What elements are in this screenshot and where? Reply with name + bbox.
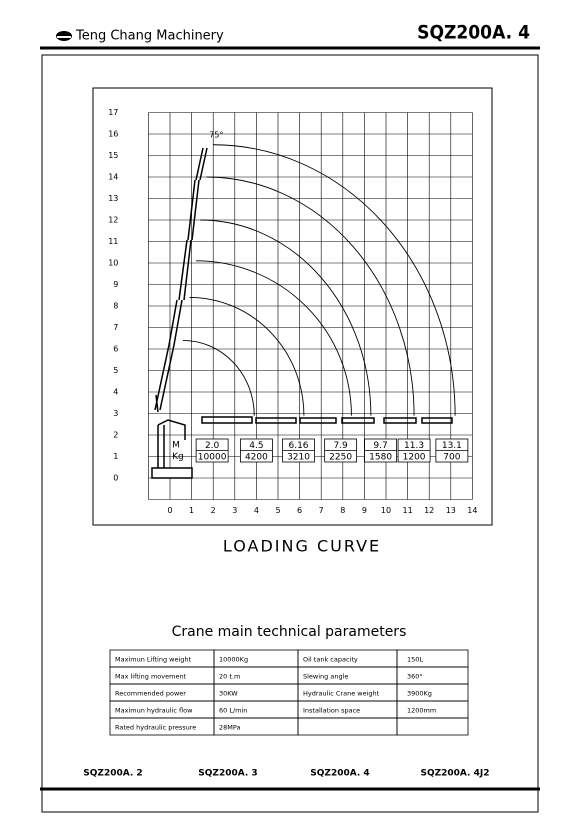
y-tick-label: 11 <box>108 237 118 246</box>
angle-annotation: 75° <box>209 130 223 139</box>
x-tick-label: 11 <box>403 506 413 515</box>
reach-arc <box>182 339 255 416</box>
load-label: 3210 <box>287 452 310 462</box>
y-tick-label: 2 <box>113 431 118 440</box>
table-text: Hydraulic Crane weight <box>303 690 380 698</box>
reach-label: 11.3 <box>404 441 424 451</box>
y-tick-label: 15 <box>108 151 118 160</box>
table-text: Recommended power <box>115 690 186 698</box>
reach-label: 6.16 <box>288 441 308 451</box>
x-tick-label: 3 <box>232 506 237 515</box>
table-text: Oil tank capacity <box>303 656 358 664</box>
model-link: SQZ200A. 2 <box>83 769 142 779</box>
table-text: 10000Kg <box>219 656 248 664</box>
table-title: Crane main technical parameters <box>172 624 407 640</box>
table-text: 28MPa <box>219 724 241 732</box>
x-tick-label: 14 <box>467 506 477 515</box>
x-tick-label: 5 <box>275 506 280 515</box>
reach-arc <box>213 144 456 416</box>
y-tick-label: 13 <box>108 194 118 203</box>
x-tick-label: 6 <box>297 506 302 515</box>
reach-label: 13.1 <box>442 441 462 451</box>
spec-table: Maximun Lifting weight 10000Kg Oil tank ca… <box>109 649 469 736</box>
chart-title: LOADING CURVE <box>223 537 381 556</box>
y-tick-label: 5 <box>113 366 118 375</box>
y-tick-label: 4 <box>113 388 118 397</box>
reach-arc <box>200 219 372 416</box>
table-text: 30KW <box>219 690 238 698</box>
reach-label: 4.5 <box>249 441 263 451</box>
x-tick-label: 4 <box>254 506 259 515</box>
y-tick-label: 10 <box>108 259 118 268</box>
y-tick-label: 9 <box>113 280 118 289</box>
reach-label: 9.7 <box>373 441 387 451</box>
y-tick-label: 17 <box>108 108 118 117</box>
table-text: Rated hydraulic pressure <box>115 724 196 732</box>
x-tick-label: 7 <box>319 506 324 515</box>
y-tick-label: 7 <box>113 323 118 332</box>
table-text: 150L <box>407 656 423 664</box>
x-tick-label: 2 <box>211 506 216 515</box>
table-text: Slewing angle <box>303 673 348 681</box>
x-tick-label: 13 <box>446 506 456 515</box>
model-link: SQZ200A. 4 <box>310 769 369 779</box>
load-label: 1200 <box>403 452 426 462</box>
x-tick-label: 1 <box>189 506 194 515</box>
y-tick-label: 8 <box>113 302 118 311</box>
y-tick-label: 1 <box>113 452 118 461</box>
load-label: 700 <box>443 452 460 462</box>
reach-arc <box>195 260 352 416</box>
table-text: Maximun Lifting weight <box>115 656 192 664</box>
table-text: 60 L/min <box>219 707 247 715</box>
model-link: SQZ200A. 3 <box>198 769 257 779</box>
y-tick-label: 14 <box>108 173 118 182</box>
load-label: 1580 <box>369 452 392 462</box>
x-tick-label: 0 <box>167 506 172 515</box>
y-tick-label: 6 <box>113 345 118 354</box>
y-tick-label: 16 <box>108 130 118 139</box>
table-text: 20 t.m <box>219 673 240 681</box>
chart-frame <box>92 87 493 526</box>
x-tick-label: 8 <box>340 506 345 515</box>
logo <box>56 31 72 41</box>
table-text: 1200mm <box>407 707 436 715</box>
load-label: 10000 <box>198 452 227 462</box>
footer: SQZ200A. 2 SQZ200A. 3 SQZ200A. 4 SQZ200A. 4… <box>83 769 489 779</box>
model-link: SQZ200A. 4J2 <box>420 769 489 779</box>
reach-arc <box>206 176 415 416</box>
y-tick-label: 3 <box>113 409 118 418</box>
row-label: M <box>172 440 180 450</box>
load-label: 2250 <box>329 452 352 462</box>
page-frame <box>41 54 539 813</box>
table-text: Maximun hydraulic flow <box>115 707 193 715</box>
company-name: Teng Chang Machinery <box>75 29 224 44</box>
reach-label: 2.0 <box>205 441 220 451</box>
reach-label: 7.9 <box>333 441 348 451</box>
reach-arc <box>189 296 305 416</box>
table-text: Max lifting movement <box>115 673 187 681</box>
table-text: Installation space <box>303 707 360 715</box>
y-tick-label: 12 <box>108 216 118 225</box>
table-text: 3900Kg <box>407 690 432 698</box>
table-text: 360° <box>407 673 423 681</box>
y-tick-label: 0 <box>113 474 118 483</box>
row-label: Kg <box>172 452 184 462</box>
x-tick-label: 10 <box>381 506 391 515</box>
load-label: 4200 <box>245 452 268 462</box>
model-title: SQZ200A. 4 <box>417 22 530 44</box>
table-cell <box>396 717 469 736</box>
crane-sketch <box>151 147 453 479</box>
x-tick-label: 12 <box>424 506 434 515</box>
plot: 0 1 2 3 4 5 6 7 8 9 10 11 12 13 1401234567891011121314… <box>108 108 477 515</box>
x-tick-label: 9 <box>362 506 367 515</box>
